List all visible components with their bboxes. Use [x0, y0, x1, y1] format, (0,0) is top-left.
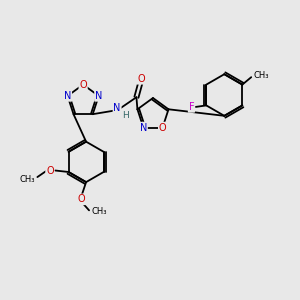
- Text: O: O: [137, 74, 145, 84]
- Text: N: N: [95, 91, 102, 101]
- Text: N: N: [64, 91, 71, 101]
- Text: CH₃: CH₃: [253, 71, 268, 80]
- Text: N: N: [140, 123, 147, 133]
- Text: O: O: [78, 194, 86, 204]
- Text: O: O: [46, 166, 54, 176]
- Text: H: H: [122, 112, 129, 121]
- Text: O: O: [159, 123, 167, 133]
- Text: CH₃: CH₃: [92, 207, 107, 216]
- Text: CH₃: CH₃: [19, 175, 35, 184]
- Text: F: F: [189, 102, 194, 112]
- Text: N: N: [113, 103, 121, 113]
- Text: O: O: [79, 80, 87, 90]
